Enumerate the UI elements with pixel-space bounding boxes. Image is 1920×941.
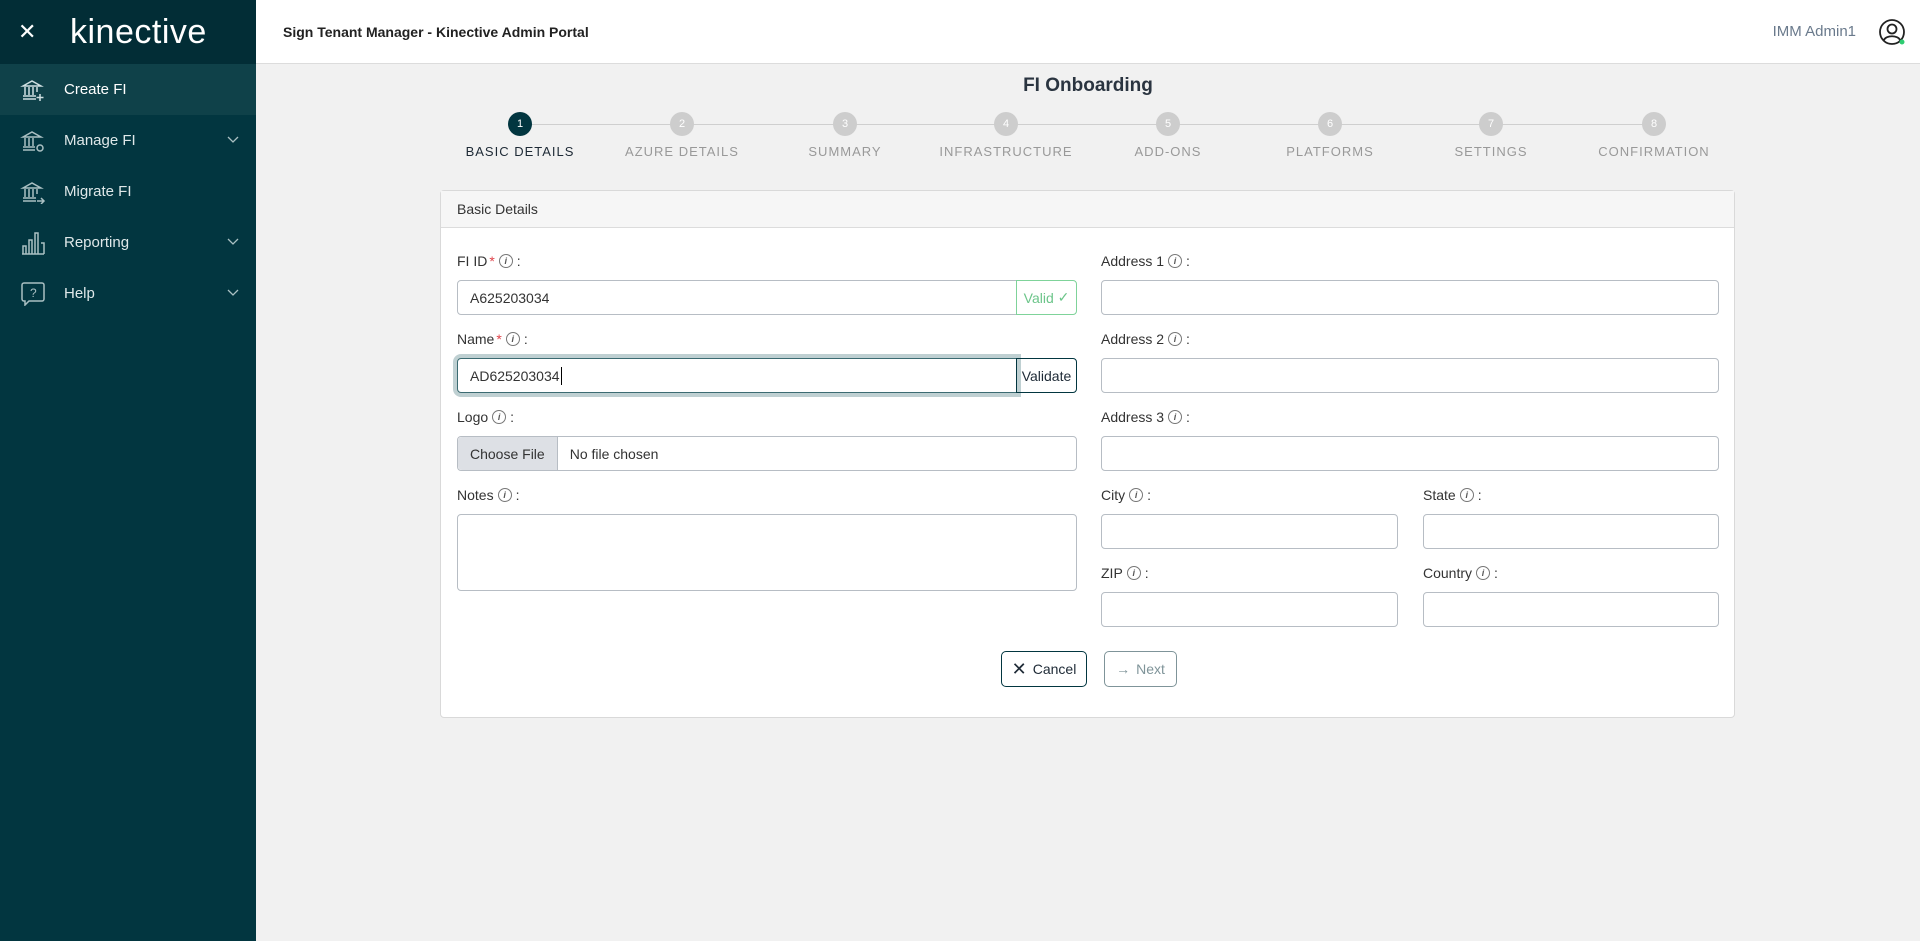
- sidebar-item-migrate-fi[interactable]: Migrate FI: [0, 166, 256, 217]
- info-icon[interactable]: i: [1168, 254, 1183, 268]
- info-icon[interactable]: i: [492, 410, 507, 424]
- step-label: INFRASTRUCTURE: [939, 144, 1073, 159]
- user-avatar-icon[interactable]: [1878, 18, 1906, 46]
- step-basic-details[interactable]: 1 BASIC DETAILS: [440, 112, 600, 159]
- sidebar-item-reporting[interactable]: Reporting: [0, 217, 256, 268]
- user-name[interactable]: IMM Admin1: [1772, 23, 1856, 40]
- sidebar-item-manage-fi[interactable]: Manage FI: [0, 115, 256, 166]
- step-number: 1: [508, 112, 532, 136]
- country-input[interactable]: [1423, 592, 1719, 627]
- city-label: City i:: [1101, 487, 1152, 503]
- chevron-down-icon: [227, 238, 239, 245]
- step-confirmation[interactable]: 8 CONFIRMATION: [1574, 112, 1734, 159]
- bank-gear-icon: [20, 129, 46, 153]
- top-header: Sign Tenant Manager - Kinective Admin Po…: [256, 0, 1920, 64]
- validate-button[interactable]: Validate: [1016, 358, 1077, 393]
- step-number: 2: [670, 112, 694, 136]
- arrow-right-icon: →: [1116, 661, 1131, 677]
- logo-file-input[interactable]: Choose File No file chosen: [457, 436, 1077, 471]
- step-summary[interactable]: 3 SUMMARY: [765, 112, 925, 159]
- address3-input[interactable]: [1101, 436, 1719, 471]
- chevron-down-icon: [227, 289, 239, 296]
- sidebar-item-label: Manage FI: [64, 132, 136, 149]
- info-icon[interactable]: i: [1126, 566, 1141, 580]
- sidebar-item-label: Reporting: [64, 234, 130, 251]
- sidebar-item-label: Migrate FI: [64, 183, 132, 200]
- card-header: Basic Details: [441, 191, 1734, 228]
- cancel-button[interactable]: ✕ Cancel: [1001, 651, 1087, 687]
- step-azure-details[interactable]: 2 AZURE DETAILS: [602, 112, 762, 159]
- step-number: 3: [833, 112, 857, 136]
- country-label: Country i:: [1423, 565, 1498, 581]
- next-button[interactable]: → Next: [1104, 651, 1177, 687]
- step-platforms[interactable]: 6 PLATFORMS: [1250, 112, 1410, 159]
- basic-details-card: Basic Details FI ID * i: A625203034 Valid …: [440, 190, 1735, 718]
- state-label: State i:: [1423, 487, 1482, 503]
- info-icon[interactable]: i: [1168, 332, 1183, 346]
- file-status: No file chosen: [569, 445, 659, 462]
- step-label: SUMMARY: [808, 144, 882, 159]
- city-input[interactable]: [1101, 514, 1398, 549]
- sidebar-item-create-fi[interactable]: Create FI: [0, 64, 256, 115]
- notes-label: Notes i:: [457, 487, 520, 503]
- sidebar-item-label: Help: [64, 285, 95, 302]
- info-icon[interactable]: i: [1459, 488, 1474, 502]
- step-add-ons[interactable]: 5 ADD-ONS: [1088, 112, 1248, 159]
- chevron-down-icon: [227, 136, 239, 143]
- step-label: AZURE DETAILS: [625, 144, 739, 159]
- info-icon[interactable]: i: [1476, 566, 1491, 580]
- svg-text:?: ?: [30, 286, 37, 300]
- info-icon[interactable]: i: [1129, 488, 1144, 502]
- notes-textarea[interactable]: [457, 514, 1077, 591]
- bank-plus-icon: [20, 78, 46, 102]
- help-bubble-icon: ?: [20, 281, 46, 306]
- info-icon[interactable]: i: [498, 254, 513, 268]
- logo-label: Logo i:: [457, 409, 515, 425]
- step-infrastructure[interactable]: 4 INFRASTRUCTURE: [926, 112, 1086, 159]
- step-number: 5: [1156, 112, 1180, 136]
- address1-input[interactable]: [1101, 280, 1719, 315]
- info-icon[interactable]: i: [1168, 410, 1183, 424]
- page-title: FI Onboarding: [1023, 75, 1153, 96]
- fi-id-input[interactable]: A625203034: [457, 280, 1017, 315]
- stepper-line: [520, 124, 1654, 125]
- sidebar-item-help[interactable]: ? Help: [0, 268, 256, 319]
- app-title: Sign Tenant Manager - Kinective Admin Po…: [283, 24, 589, 40]
- zip-label: ZIP i:: [1101, 565, 1149, 581]
- step-number: 4: [994, 112, 1018, 136]
- step-label: ADD-ONS: [1134, 144, 1202, 159]
- step-number: 6: [1318, 112, 1342, 136]
- step-label: CONFIRMATION: [1598, 144, 1710, 159]
- state-input[interactable]: [1423, 514, 1719, 549]
- fi-id-label: FI ID * i:: [457, 253, 521, 269]
- step-label: BASIC DETAILS: [465, 144, 575, 159]
- sidebar-item-label: Create FI: [64, 81, 127, 98]
- choose-file-button[interactable]: Choose File: [458, 437, 558, 470]
- close-icon: ✕: [1011, 658, 1027, 679]
- info-icon[interactable]: i: [497, 488, 512, 502]
- fi-id-valid-badge: Valid ✓: [1016, 280, 1077, 315]
- step-settings[interactable]: 7 SETTINGS: [1411, 112, 1571, 159]
- kinective-logo: kinective: [70, 12, 207, 51]
- step-number: 8: [1642, 112, 1666, 136]
- check-icon: ✓: [1057, 289, 1070, 305]
- step-label: SETTINGS: [1454, 144, 1528, 159]
- close-menu-icon[interactable]: ✕: [18, 19, 37, 44]
- address2-input[interactable]: [1101, 358, 1719, 393]
- step-number: 7: [1479, 112, 1503, 136]
- name-label: Name * i:: [457, 331, 528, 347]
- info-icon[interactable]: i: [505, 332, 520, 346]
- name-input[interactable]: AD625203034: [457, 358, 1017, 393]
- step-label: PLATFORMS: [1286, 144, 1374, 159]
- zip-input[interactable]: [1101, 592, 1398, 627]
- sidebar: ✕ kinective Create FI Manage FI Migrate …: [0, 0, 256, 941]
- bar-chart-icon: [20, 231, 46, 255]
- bank-arrow-icon: [20, 180, 46, 204]
